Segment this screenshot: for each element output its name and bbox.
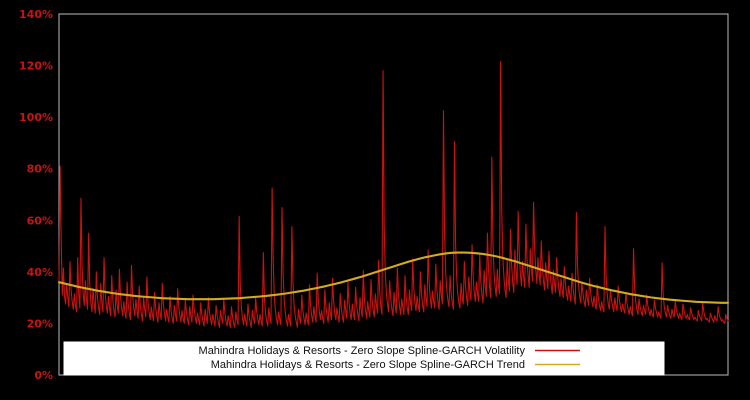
y-axis-tick-0%: 0% — [34, 369, 53, 382]
legend-background — [63, 341, 665, 376]
y-axis-tick-80%: 80% — [27, 163, 53, 176]
y-axis-tick-40%: 40% — [27, 266, 53, 279]
y-axis-tick-20%: 20% — [27, 317, 53, 330]
legend-label-trend: Mahindra Holidays & Resorts - Zero Slope… — [211, 359, 525, 371]
y-axis-tick-60%: 60% — [27, 214, 53, 227]
y-axis-tick-100%: 100% — [19, 111, 53, 124]
chart-legend: Mahindra Holidays & Resorts - Zero Slope… — [63, 341, 665, 376]
chart-series-group — [57, 61, 730, 328]
y-axis-tick-labels: 0% 20% 40% 60% 80% 100% 120% 140% — [19, 8, 53, 382]
legend-label-volatility: Mahindra Holidays & Resorts - Zero Slope… — [199, 345, 526, 357]
series-line-volatility — [58, 61, 729, 328]
series-line-trend — [57, 251, 730, 304]
y-axis-tick-120%: 120% — [19, 60, 53, 73]
y-axis-tick-140%: 140% — [19, 8, 53, 21]
plot-area-border — [58, 13, 729, 376]
